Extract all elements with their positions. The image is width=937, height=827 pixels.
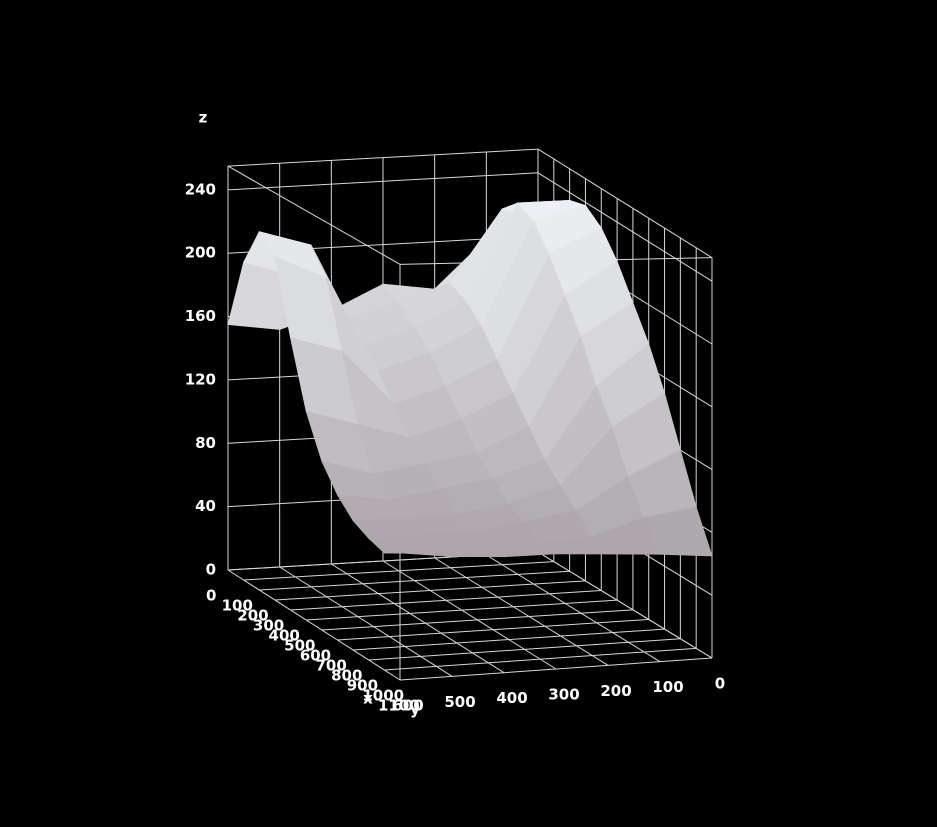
wall-grid-line: [537, 172, 713, 282]
x-tick-label: 500: [284, 637, 315, 655]
z-tick-label: 0: [206, 561, 216, 579]
x-tick-label: 0: [206, 587, 216, 605]
x-tick-label: 400: [269, 627, 300, 645]
floor-grid-line: [434, 557, 609, 666]
x-tick-label: 1000: [362, 687, 404, 705]
x-tick-label: 1100: [378, 697, 420, 715]
y-axis-label: y: [410, 701, 420, 719]
y-tick-label: 200: [600, 682, 631, 700]
x-tick-label: 600: [300, 647, 331, 665]
wall-grid-line: [537, 551, 713, 659]
z-tick-label: 240: [185, 180, 216, 198]
z-tick-label: 160: [185, 307, 216, 325]
surface-patch: [643, 506, 713, 557]
floor-grid-line: [227, 569, 401, 681]
floor-grid-line: [331, 563, 505, 674]
y-tick-label: 100: [652, 678, 683, 696]
y-tick-label: 300: [548, 686, 579, 704]
y-tick-label: 400: [496, 689, 527, 707]
x-tick-label: 200: [237, 607, 268, 625]
z-tick-label: 120: [185, 370, 216, 388]
y-tick-label: 500: [444, 693, 475, 711]
z-tick-label: 200: [185, 244, 216, 262]
x-tick-label: 100: [222, 597, 253, 615]
x-tick-label: 300: [253, 617, 284, 635]
x-tick-label: 900: [347, 677, 378, 695]
box-edge: [227, 165, 401, 265]
z-axis-label: z: [199, 109, 208, 127]
floor-grid-line: [382, 560, 557, 670]
x-tick-label: 800: [331, 667, 362, 685]
z-tick-label: 80: [195, 434, 216, 452]
y-tick-label: 600: [392, 697, 423, 715]
wall-grid-line: [227, 172, 539, 191]
box-edge: [537, 148, 713, 259]
floor-grid-line: [486, 554, 661, 663]
x-axis-label: x: [363, 690, 373, 708]
floor-grid-line: [279, 566, 453, 677]
z-tick-label: 40: [195, 497, 216, 515]
box-edge: [227, 148, 539, 167]
y-tick-label: 0: [715, 675, 725, 693]
x-tick-label: 700: [315, 657, 346, 675]
